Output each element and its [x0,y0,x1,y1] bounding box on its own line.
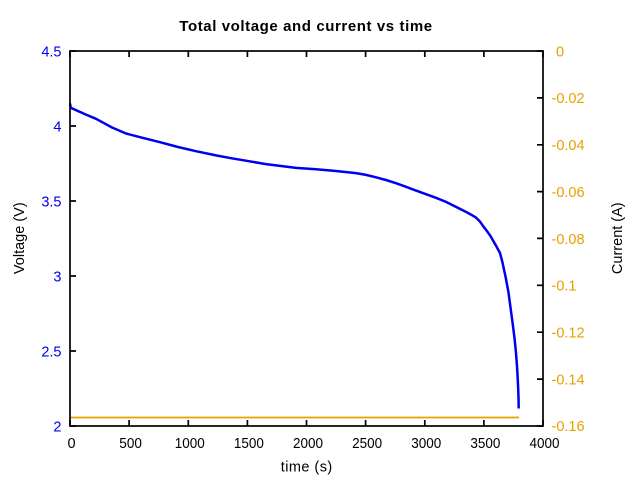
svg-text:4.5: 4.5 [41,44,61,60]
svg-text:Total voltage and current vs t: Total voltage and current vs time [179,18,432,35]
svg-text:0: 0 [556,44,564,60]
svg-text:4: 4 [53,119,61,135]
svg-text:time (s): time (s) [281,460,333,476]
svg-text:2500: 2500 [352,436,382,452]
svg-text:2.5: 2.5 [41,344,61,360]
svg-text:Voltage (V): Voltage (V) [12,202,28,274]
svg-text:-0.16: -0.16 [552,419,585,435]
svg-text:-0.06: -0.06 [552,185,585,201]
svg-text:1500: 1500 [234,436,264,452]
svg-text:-0.02: -0.02 [552,91,585,107]
svg-text:4000: 4000 [530,436,560,452]
svg-text:Current (A): Current (A) [610,202,626,274]
svg-text:3.5: 3.5 [41,194,61,210]
svg-text:3: 3 [53,269,61,285]
svg-text:2: 2 [53,419,61,435]
svg-text:2000: 2000 [293,436,323,452]
svg-text:3500: 3500 [470,436,500,452]
svg-text:-0.12: -0.12 [552,326,585,342]
svg-text:-0.04: -0.04 [552,138,585,154]
svg-text:0: 0 [67,436,75,452]
svg-text:1000: 1000 [175,436,205,452]
svg-text:-0.08: -0.08 [552,232,585,248]
svg-text:3000: 3000 [411,436,441,452]
svg-text:-0.1: -0.1 [552,279,577,295]
svg-text:-0.14: -0.14 [552,372,585,388]
svg-text:500: 500 [119,436,142,452]
